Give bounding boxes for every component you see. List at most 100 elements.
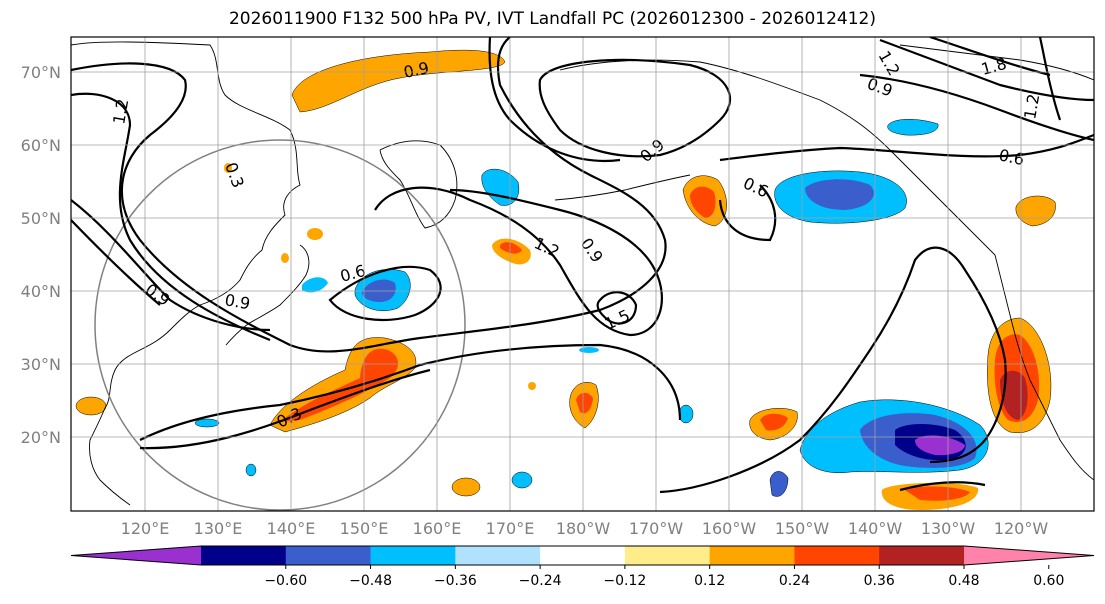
- contour-label: 1.2: [1020, 92, 1043, 120]
- colorbar-tick-label: 0.60: [1033, 573, 1064, 589]
- coast-alaska: [559, 59, 996, 256]
- contour-8: [139, 343, 682, 441]
- anomaly-strong-subtropical: [280, 348, 399, 422]
- lon-label: 170°W: [629, 519, 684, 538]
- radius-circle: [94, 139, 466, 511]
- contour-1: [71, 37, 667, 353]
- coast-japan: [225, 244, 310, 346]
- colorbar-tick-label: −0.60: [264, 573, 307, 589]
- anomaly-negative-kamchatka: [481, 168, 520, 206]
- colorbar-tick-label: −0.12: [603, 573, 646, 589]
- colorbar-segment: [201, 546, 287, 565]
- colorbar-extend-max: [964, 546, 1094, 565]
- anomaly-small-9: [528, 382, 536, 390]
- lon-label: 140°E: [267, 519, 316, 538]
- contour-label: 0.9: [223, 290, 251, 313]
- contour-label: 1.2: [109, 97, 132, 125]
- lat-label: 70°N: [21, 63, 61, 82]
- lon-label: 160°W: [702, 519, 757, 538]
- anomaly-negative-gulf-alaska-core: [805, 179, 874, 210]
- shaded-anomalies: [75, 49, 1056, 510]
- contour-16: [929, 37, 1051, 77]
- anomaly-small-3: [451, 477, 481, 497]
- anomaly-strong-central: [576, 392, 593, 414]
- lon-label: 130°W: [921, 519, 976, 538]
- gridlines: [71, 37, 1094, 511]
- lat-label: 60°N: [21, 136, 61, 155]
- anomaly-negative-yukon: [887, 119, 939, 136]
- lon-label: 170°E: [486, 519, 535, 538]
- colorbar-segment: [540, 546, 626, 565]
- coast-north-america: [994, 254, 1094, 481]
- anomaly-negative-small-east: [769, 471, 789, 497]
- contour-13: [718, 184, 777, 242]
- colorbar-tick-label: −0.48: [349, 573, 392, 589]
- colorbar-segment: [879, 546, 965, 565]
- colorbar-segment: [285, 546, 372, 565]
- lat-label: 50°N: [21, 209, 61, 228]
- contour-7: [596, 291, 638, 325]
- contour-19: [899, 481, 986, 492]
- anomaly-positive-north: [291, 49, 506, 113]
- anomaly-strong-south-east: [905, 486, 970, 501]
- colorbar-segment: [624, 546, 711, 565]
- anomaly-small-8: [579, 347, 599, 353]
- contour-5: [328, 265, 442, 322]
- lat-label: 20°N: [21, 428, 61, 447]
- map-frame: [70, 36, 1095, 512]
- colorbar: −0.60 −0.48 −0.36 −0.24 −0.12 0.12 0.24 0.36 0.4…: [70, 545, 1095, 589]
- lon-label: 140°W: [848, 519, 903, 538]
- colorbar-outline: [70, 545, 1095, 566]
- anomaly-small-6: [245, 463, 257, 477]
- coast-asia: [71, 41, 301, 506]
- anomaly-strong-dateline: [500, 242, 522, 254]
- anomaly-small-4: [75, 396, 107, 416]
- colorbar-tick-label: −0.36: [434, 573, 477, 589]
- colorbar-tick-label: 0.12: [694, 573, 725, 589]
- anomaly-small-11: [281, 253, 289, 263]
- anomaly-negative-japan-small: [302, 277, 328, 293]
- latitude-labels: 70°N 60°N 50°N 40°N 30°N 20°N: [21, 63, 61, 447]
- longitude-labels: 120°E 130°E 140°E 150°E 160°E 170°E 180°…: [121, 519, 1049, 538]
- contour-17: [1038, 37, 1062, 121]
- contour-9: [139, 368, 431, 450]
- contour-12: [719, 133, 1094, 162]
- colorbar-tick-label: −0.24: [519, 573, 562, 589]
- colorbar-extend-min: [71, 546, 201, 565]
- anomaly-small-10: [224, 163, 232, 173]
- contour-14: [859, 73, 1094, 142]
- lon-label: 120°E: [121, 519, 170, 538]
- lon-label: 180°W: [556, 519, 611, 538]
- colorbar-tick-label: 0.36: [864, 573, 895, 589]
- contour-11: [659, 246, 1007, 494]
- contour-label: 0.9: [402, 58, 431, 82]
- lat-label: 40°N: [21, 282, 61, 301]
- lon-label: 130°E: [194, 519, 243, 538]
- anomaly-strong-alaska: [690, 186, 716, 218]
- colorbar-segment: [794, 546, 880, 565]
- contour-10: [538, 58, 731, 158]
- lon-label: 150°W: [775, 519, 830, 538]
- coast-aleutians: [554, 174, 691, 201]
- colorbar-tick-label: 0.24: [779, 573, 810, 589]
- colorbar-segment: [709, 546, 795, 565]
- colorbar-segment: [455, 546, 541, 565]
- lon-label: 160°E: [413, 519, 462, 538]
- contour-label: 0.6: [997, 145, 1026, 169]
- colorbar-segment: [370, 546, 456, 565]
- colorbar-tick-label: 0.48: [948, 573, 979, 589]
- lon-label: 150°E: [340, 519, 389, 538]
- contour-2: [71, 92, 271, 342]
- contour-15: [879, 38, 1094, 102]
- anomaly-small-1: [678, 404, 694, 424]
- anomaly-small-7: [307, 228, 323, 240]
- coast-kamchatka: [379, 140, 458, 229]
- pv-contours: [71, 37, 1094, 494]
- anomaly-negative-extreme-east: [915, 435, 965, 456]
- anomaly-strong-hawaii: [760, 413, 788, 431]
- contour-4: [71, 219, 161, 306]
- anomaly-small-2: [511, 471, 533, 489]
- lat-label: 30°N: [21, 355, 61, 374]
- map-title: 2026011900 F132 500 hPa PV, IVT Landfall…: [228, 9, 876, 29]
